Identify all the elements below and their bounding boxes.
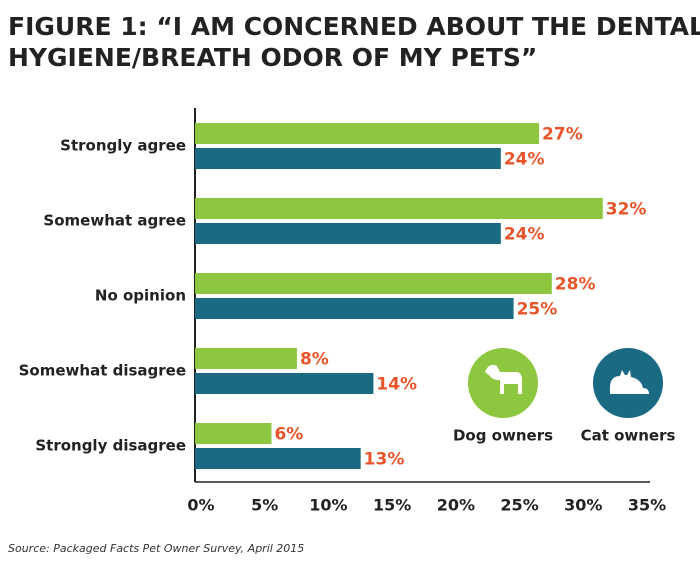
bar <box>195 373 374 394</box>
legend-label: Cat owners <box>581 427 676 445</box>
bar <box>195 348 297 369</box>
bar <box>195 198 603 219</box>
x-tick-label: 20% <box>437 496 475 515</box>
value-label: 32% <box>606 200 647 220</box>
x-tick-label: 35% <box>628 496 666 515</box>
x-tick-label: 0% <box>187 496 214 515</box>
category-label: Strongly disagree <box>35 437 186 455</box>
value-label: 24% <box>504 150 545 170</box>
category-label: No opinion <box>95 287 186 305</box>
value-label: 8% <box>300 350 329 370</box>
legend-label: Dog owners <box>453 427 553 445</box>
bar <box>195 298 514 319</box>
source: Source: Packaged Facts Pet Owner Survey,… <box>8 542 304 555</box>
value-label: 25% <box>517 300 558 320</box>
x-tick-label: 25% <box>500 496 538 515</box>
value-label: 13% <box>364 450 405 470</box>
cat-icon <box>593 348 663 418</box>
x-tick-label: 30% <box>564 496 602 515</box>
value-label: 27% <box>542 125 583 145</box>
chart-title: HYGIENE/BREATH ODOR OF MY PETS” <box>8 43 537 72</box>
value-label: 14% <box>376 375 417 395</box>
bar <box>195 123 540 144</box>
x-tick-label: 15% <box>373 496 411 515</box>
dog-icon <box>468 348 538 418</box>
x-tick-label: 5% <box>251 496 278 515</box>
bar <box>195 273 552 294</box>
value-label: 28% <box>555 275 596 295</box>
category-label: Strongly agree <box>60 137 186 155</box>
bar <box>195 148 501 169</box>
bar <box>195 423 272 444</box>
category-label: Somewhat agree <box>43 212 186 230</box>
bar <box>195 223 501 244</box>
value-label: 24% <box>504 225 545 245</box>
bar <box>195 448 361 469</box>
x-tick-label: 10% <box>309 496 347 515</box>
category-label: Somewhat disagree <box>19 362 186 380</box>
chart-title: FIGURE 1: “I AM CONCERNED ABOUT THE DENT… <box>8 12 700 41</box>
value-label: 6% <box>274 425 303 445</box>
